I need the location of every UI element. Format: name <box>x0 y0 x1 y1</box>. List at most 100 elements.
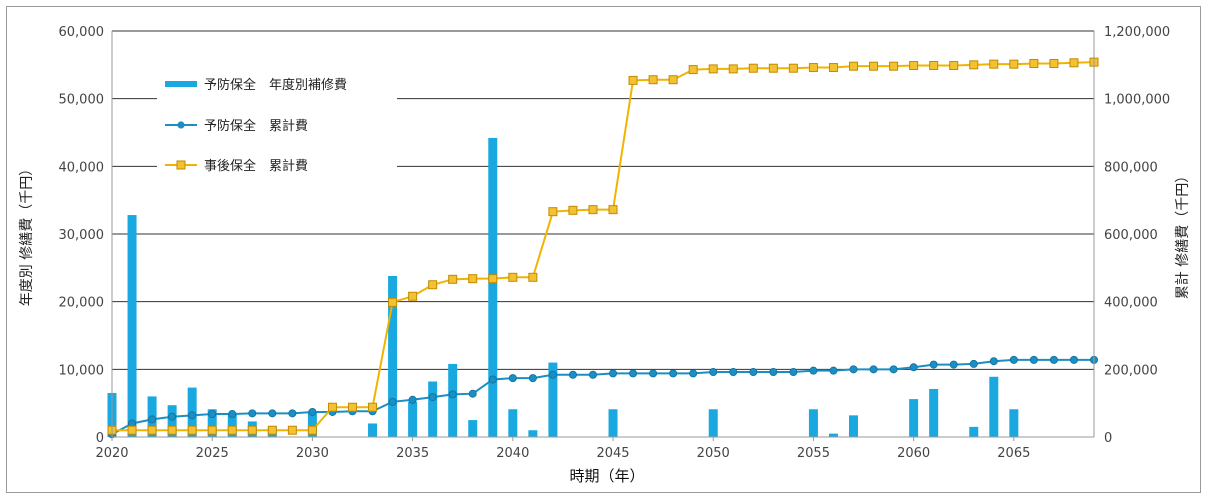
point-corrective <box>728 64 738 74</box>
point-preventive <box>749 368 758 377</box>
y-left-tick-label: 20,000 <box>59 296 105 311</box>
x-tick-label: 2040 <box>496 446 529 461</box>
point-preventive <box>308 407 317 416</box>
point-corrective <box>568 205 578 215</box>
point-corrective <box>127 425 137 435</box>
point-corrective <box>969 60 979 70</box>
point-preventive <box>789 368 798 377</box>
point-corrective <box>708 64 718 74</box>
point-corrective <box>989 59 999 69</box>
point-preventive <box>669 369 678 378</box>
point-preventive <box>949 360 958 369</box>
bar <box>969 426 979 437</box>
legend-corrective-marker <box>176 160 186 170</box>
point-corrective <box>147 425 157 435</box>
point-preventive <box>929 360 938 369</box>
point-corrective <box>227 425 237 435</box>
point-corrective <box>889 61 899 71</box>
point-preventive <box>629 369 638 378</box>
point-corrective <box>768 63 778 73</box>
point-corrective <box>267 425 277 435</box>
point-corrective <box>548 207 558 217</box>
bar <box>488 137 498 437</box>
bar <box>388 275 398 437</box>
bar <box>508 409 518 437</box>
y-right-axis-title: 累計 修繕費（千円） <box>1175 169 1191 299</box>
y-left-tick-label: 30,000 <box>59 228 105 243</box>
point-corrective <box>748 63 758 73</box>
point-corrective <box>808 63 818 73</box>
y-left-axis-title: 年度別 修繕費（千円） <box>19 162 35 306</box>
x-tick-label: 2020 <box>95 446 128 461</box>
point-corrective <box>869 61 879 71</box>
bar <box>528 430 538 437</box>
point-preventive <box>1069 355 1078 364</box>
point-preventive <box>288 409 297 418</box>
point-corrective <box>588 205 598 215</box>
bar <box>989 376 999 437</box>
legend-label-corrective: 事後保全 累計費 <box>204 158 308 174</box>
point-corrective <box>828 63 838 73</box>
y-right-tick-label: 0 <box>1104 431 1112 446</box>
point-preventive <box>849 365 858 374</box>
x-tick-label: 2025 <box>196 446 229 461</box>
point-corrective <box>788 63 798 73</box>
point-preventive <box>889 365 898 374</box>
point-preventive <box>148 415 157 424</box>
point-preventive <box>168 412 177 421</box>
point-preventive <box>709 368 718 377</box>
point-preventive <box>528 374 537 383</box>
point-corrective <box>307 425 317 435</box>
x-tick-label: 2035 <box>396 446 429 461</box>
bar <box>608 409 618 437</box>
point-preventive <box>769 368 778 377</box>
bar <box>448 363 458 437</box>
y-left-tick-label: 40,000 <box>59 160 105 175</box>
point-corrective <box>327 402 337 412</box>
bar <box>127 215 137 437</box>
y-right-tick-label: 600,000 <box>1104 228 1158 243</box>
point-corrective <box>428 280 438 290</box>
point-corrective <box>528 272 538 282</box>
point-corrective <box>648 75 658 85</box>
bar <box>227 413 237 437</box>
point-preventive <box>488 375 497 384</box>
point-preventive <box>909 363 918 372</box>
point-corrective <box>628 75 638 85</box>
point-preventive <box>1049 355 1058 364</box>
y-left-tick-label: 60,000 <box>59 25 105 40</box>
point-corrective <box>347 402 357 412</box>
legend-item-corrective: 事後保全 累計費 <box>165 158 308 174</box>
point-preventive <box>1009 355 1018 364</box>
point-corrective <box>167 425 177 435</box>
point-corrective <box>929 61 939 71</box>
y-right-tick-label: 200,000 <box>1104 363 1158 378</box>
point-preventive <box>268 409 277 418</box>
point-corrective <box>468 274 478 284</box>
bar <box>408 401 418 437</box>
bar <box>808 409 818 437</box>
point-corrective <box>388 297 398 307</box>
line-preventive-cumulative <box>111 358 1094 436</box>
legend-bar-swatch <box>165 81 197 87</box>
point-corrective <box>688 65 698 75</box>
point-corrective <box>849 61 859 71</box>
point-preventive <box>188 411 197 420</box>
legend: 予防保全 年度別補修費 予防保全 累計費 事後保全 累計費 <box>157 63 397 183</box>
x-tick-label: 2065 <box>997 446 1030 461</box>
point-preventive <box>689 369 698 378</box>
point-preventive <box>969 359 978 368</box>
point-preventive <box>869 365 878 374</box>
point-preventive <box>548 370 557 379</box>
axes <box>111 31 1095 438</box>
point-preventive <box>508 374 517 383</box>
line-series <box>107 57 1099 439</box>
point-preventive <box>568 370 577 379</box>
point-preventive <box>829 366 838 375</box>
x-tick-label: 2060 <box>897 446 930 461</box>
point-preventive <box>448 390 457 399</box>
y-right-tick-label: 1,200,000 <box>1104 25 1170 40</box>
maintenance-cost-chart: 010,00020,00030,00040,00050,00060,000020… <box>19 25 1191 485</box>
point-corrective <box>1029 58 1039 68</box>
bar <box>828 433 838 437</box>
